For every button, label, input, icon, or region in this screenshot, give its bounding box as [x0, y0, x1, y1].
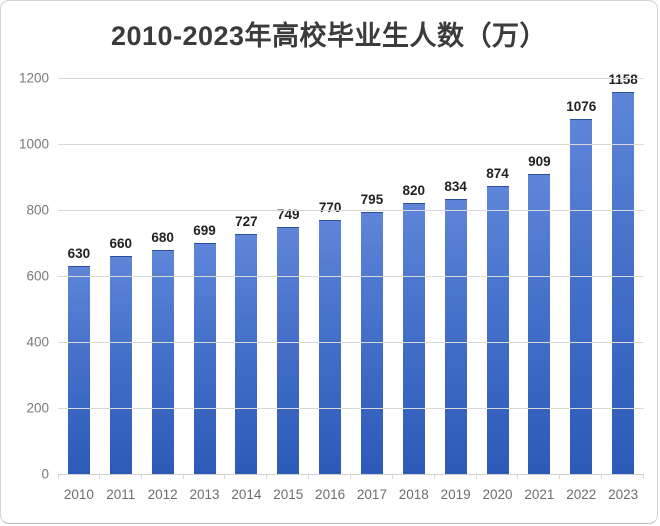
y-tick-label-1200: 1200	[18, 70, 49, 86]
bar-value-label-2010: 630	[67, 246, 91, 262]
bar-slot-2010: 630 2010	[58, 78, 100, 502]
gridline-1000	[58, 143, 644, 145]
bar-slot-2012: 680 2012	[142, 78, 184, 502]
x-axis-tick	[140, 474, 142, 479]
bar-value-label-2013: 699	[193, 223, 216, 239]
gridline-400	[58, 341, 644, 343]
bar-value-label-2011: 660	[109, 236, 133, 252]
bar-value-label-2016: 770	[318, 199, 342, 215]
gridline-1200	[58, 78, 644, 79]
y-tick-label-400: 400	[26, 334, 49, 350]
x-axis-label-2013: 2013	[189, 487, 220, 502]
bar-slot-2022: 1076 2022	[560, 78, 603, 502]
bar-value-label-2018: 820	[402, 183, 426, 199]
x-axis-tick	[182, 474, 184, 479]
bar-value-label-2023: 1158	[608, 71, 638, 87]
x-axis-tick	[58, 474, 59, 479]
bar-2019	[444, 198, 467, 474]
y-tick-label-600: 600	[26, 268, 49, 284]
x-axis-label-2021: 2021	[524, 487, 555, 502]
x-axis-tick	[350, 474, 352, 479]
bar-slot-2011: 660 2011	[100, 78, 142, 502]
bar-2021	[528, 174, 551, 474]
bar-slot-2014: 727 2014	[225, 78, 268, 502]
gridline-0	[58, 474, 644, 475]
bar-2013	[193, 243, 216, 474]
bar-slot-2016: 770 2016	[309, 78, 352, 502]
gridline-600	[58, 276, 644, 277]
x-axis-label-2014: 2014	[231, 487, 262, 502]
x-axis-label-2016: 2016	[315, 487, 346, 502]
bar-2022	[570, 118, 593, 474]
x-axis-tick	[643, 474, 645, 479]
x-axis-tick	[475, 474, 477, 479]
bar-2020	[486, 185, 509, 474]
y-axis: 0 200 400 600 800 1000 1200	[1, 71, 49, 482]
x-axis-label-2017: 2017	[356, 487, 387, 502]
gridline-200	[58, 408, 644, 409]
x-axis-tick	[308, 474, 310, 479]
bar-slot-2013: 699 2013	[184, 78, 226, 502]
gridline-800	[58, 209, 644, 211]
x-axis-tick	[98, 474, 100, 479]
x-axis-label-2010: 2010	[63, 487, 94, 502]
bar-slot-2021: 909 2021	[518, 78, 561, 502]
y-tick-label-200: 200	[26, 400, 49, 416]
bar-slot-2020: 874 2020	[477, 78, 519, 502]
bar-2012	[151, 249, 174, 474]
bar-2023	[612, 91, 635, 474]
bar-slot-2019: 834 2019	[435, 78, 477, 502]
bar-value-label-2019: 834	[444, 178, 467, 194]
bar-slot-2018: 820 2018	[393, 78, 435, 502]
x-axis-label-2022: 2022	[566, 487, 597, 502]
y-tick-label-800: 800	[26, 202, 49, 218]
x-axis-label-2019: 2019	[440, 487, 471, 502]
bar-value-label-2020: 874	[486, 165, 509, 181]
bar-2014	[235, 234, 258, 474]
bar-slot-2015: 749 2015	[267, 78, 310, 502]
x-axis-tick	[559, 474, 561, 479]
bar-2010	[67, 266, 90, 474]
x-axis-tick	[266, 474, 268, 479]
bar-2015	[277, 226, 300, 474]
y-tick-label-0: 0	[41, 466, 49, 482]
x-axis-tick	[601, 474, 603, 479]
x-axis-label-2020: 2020	[482, 487, 513, 502]
bar-value-label-2017: 795	[360, 191, 384, 207]
bar-series: 630 2010 660 2011 680 2012 699 2013 727 2014 749 20…	[58, 72, 645, 502]
bar-2016	[319, 219, 342, 474]
plot-area: 630 2010 660 2011 680 2012 699 2013 727 2014 749 20…	[58, 72, 645, 502]
x-axis-label-2023: 2023	[608, 487, 639, 502]
x-axis-tick	[391, 474, 393, 479]
bar-slot-2023: 1158 2023	[602, 72, 645, 502]
x-axis-tick	[433, 474, 435, 479]
bar-value-label-2022: 1076	[566, 98, 597, 114]
x-axis-label-2012: 2012	[147, 487, 178, 502]
bar-value-label-2021: 909	[528, 154, 551, 170]
x-axis-label-2018: 2018	[398, 487, 429, 502]
bar-value-label-2014: 727	[235, 214, 258, 230]
chart-title: 2010-2023年高校毕业生人数（万）	[110, 21, 548, 51]
x-axis-tick	[224, 474, 226, 479]
x-axis-label-2011: 2011	[106, 487, 136, 502]
y-tick-label-1000: 1000	[18, 136, 49, 152]
bar-2011	[109, 256, 132, 474]
bar-2018	[402, 203, 425, 474]
x-axis-tick	[517, 474, 519, 479]
x-axis-label-2015: 2015	[273, 487, 304, 502]
bar-value-label-2012: 680	[151, 229, 174, 245]
